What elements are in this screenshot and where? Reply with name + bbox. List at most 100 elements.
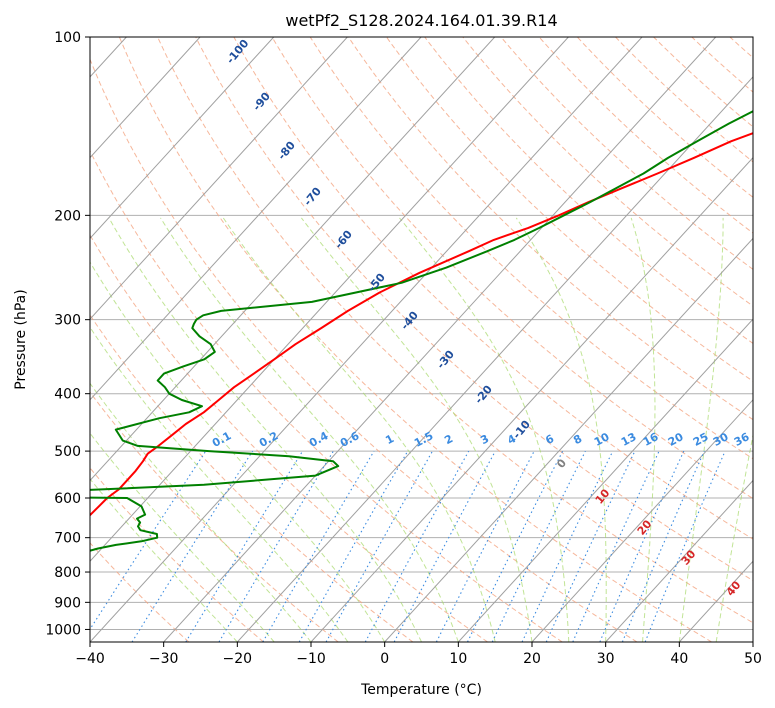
- moist-adiabat: [630, 217, 656, 642]
- isotherm-gridline: [752, 641, 753, 642]
- dry-adiabat-label: -20: [472, 383, 495, 407]
- dry-adiabat: [90, 314, 414, 642]
- dry-adiabat: [233, 37, 753, 540]
- moist-adiabat: [160, 217, 459, 642]
- moist-adiabat: [399, 217, 570, 642]
- x-tick-label: −40: [75, 651, 105, 667]
- plot-grid: [90, 37, 775, 642]
- mixing-ratio-line: [90, 450, 207, 631]
- dry-adiabat-label: 30: [679, 547, 699, 567]
- dry-adiabat-label: 20: [635, 517, 655, 537]
- dry-adiabat: [691, 37, 753, 93]
- mixing-ratio-label: 0.2: [257, 429, 280, 450]
- mixing-ratio-line: [364, 450, 470, 642]
- y-tick-label: 200: [54, 208, 81, 224]
- mixing-ratio-label: 10: [592, 430, 612, 449]
- mixing-ratio-line: [572, 450, 660, 642]
- mixing-ratio-label: 25: [691, 430, 711, 449]
- x-tick-label: 0: [380, 651, 389, 667]
- mixing-ratio-line: [393, 450, 496, 642]
- mixing-ratio-line: [262, 450, 375, 642]
- isotherm-gridline: [90, 37, 201, 159]
- dry-adiabat: [118, 37, 712, 642]
- mixing-ratio-line: [467, 450, 564, 642]
- mixing-ratio-label: 2: [442, 432, 455, 447]
- dry-adiabat: [271, 37, 753, 500]
- mixing-ratio-label: 0.1: [210, 429, 233, 450]
- mixing-ratio-line: [185, 450, 304, 642]
- x-tick-label: 20: [523, 651, 541, 667]
- moist-adiabat: [90, 432, 275, 642]
- moist-adiabat: [222, 217, 496, 642]
- dry-adiabat: [90, 391, 339, 642]
- isotherm-gridline: [457, 318, 753, 642]
- mixing-ratio-label: 1: [383, 432, 396, 447]
- mixing-ratio-line: [644, 450, 726, 642]
- dry-adiabat: [768, 37, 775, 642]
- mixing-ratio-label: 36: [732, 430, 752, 449]
- x-tick-label: −30: [149, 651, 179, 667]
- y-tick-label: 600: [54, 491, 81, 507]
- moist-adiabat: [90, 382, 312, 642]
- y-tick-label: 700: [54, 531, 81, 547]
- moist-adiabat: [301, 217, 533, 642]
- dry-adiabat-label: -100: [224, 37, 252, 67]
- mixing-ratio-label: 6: [543, 432, 556, 447]
- mixing-ratio-label: 0.6: [338, 429, 362, 450]
- y-tick-label: 800: [54, 565, 81, 581]
- mixing-ratio-line: [521, 450, 614, 642]
- moist-adiabat-label: 0: [554, 456, 569, 470]
- dry-adiabat: [90, 467, 264, 642]
- y-tick-label: 300: [54, 313, 81, 329]
- x-tick-label: 40: [670, 651, 688, 667]
- mixing-ratio-label: 8: [571, 432, 584, 447]
- moist-adiabat: [678, 217, 724, 642]
- isotherm-gridline: [531, 399, 753, 642]
- dry-adiabat: [653, 37, 753, 128]
- dry-adiabat-label: 10: [593, 486, 613, 506]
- profile-lines: [90, 110, 753, 552]
- mixing-ratio-line: [218, 450, 334, 642]
- dry-adiabat: [90, 149, 563, 642]
- x-tick-label: 10: [449, 651, 467, 667]
- dry-adiabat: [538, 37, 753, 234]
- y-axis-ticks: 100 200 300 400 500 600 700 800 900 1000: [45, 30, 90, 638]
- x-axis-label: Temperature (°C): [360, 682, 482, 698]
- mixing-ratio-line: [298, 450, 409, 642]
- dry-adiabat: [576, 37, 753, 198]
- x-tick-label: −10: [296, 651, 326, 667]
- plot-frame: [89, 36, 754, 643]
- isotherm-gridline: [90, 37, 348, 320]
- dry-adiabat-label: -90: [250, 90, 273, 114]
- mixing-ratio-label: 16: [641, 430, 661, 449]
- moist-adiabat: [90, 261, 386, 642]
- isotherm-gridline: [90, 37, 496, 482]
- mixing-ratio-line: [491, 450, 586, 642]
- mixing-ratio-label: 3: [478, 432, 491, 447]
- isotherm-gridline: [90, 37, 422, 401]
- isotherm-gridline: [384, 237, 753, 642]
- chart-title: wetPf2_S128.2024.164.01.39.R14: [285, 11, 557, 31]
- dry-adiabat: [90, 58, 638, 642]
- y-tick-label: 400: [54, 387, 81, 403]
- dry-adiabat-label: -30: [434, 348, 457, 372]
- y-tick-label: 900: [54, 595, 81, 611]
- dry-adiabat-label: -70: [301, 185, 324, 209]
- dry-adiabat: [157, 37, 753, 624]
- isotherm-gridline: [236, 76, 753, 642]
- mixing-ratio-line: [599, 450, 685, 642]
- isotherm-gridline: [90, 37, 569, 563]
- y-axis-label: Pressure (hPa): [13, 289, 29, 389]
- mixing-ratio-line: [545, 450, 636, 642]
- dry-adiabat: [615, 37, 753, 163]
- moist-adiabat: [515, 217, 607, 642]
- moist-adiabat: [90, 478, 238, 642]
- mixing-ratio-line: [131, 450, 254, 642]
- isotherm-gridline: [310, 156, 753, 642]
- y-tick-label: 500: [54, 444, 81, 460]
- mixing-ratio-label: 13: [619, 430, 639, 449]
- mixing-ratio-label: 30: [711, 430, 731, 449]
- dry-adiabat: [386, 37, 753, 382]
- dry-adiabat-label: -40: [398, 309, 421, 333]
